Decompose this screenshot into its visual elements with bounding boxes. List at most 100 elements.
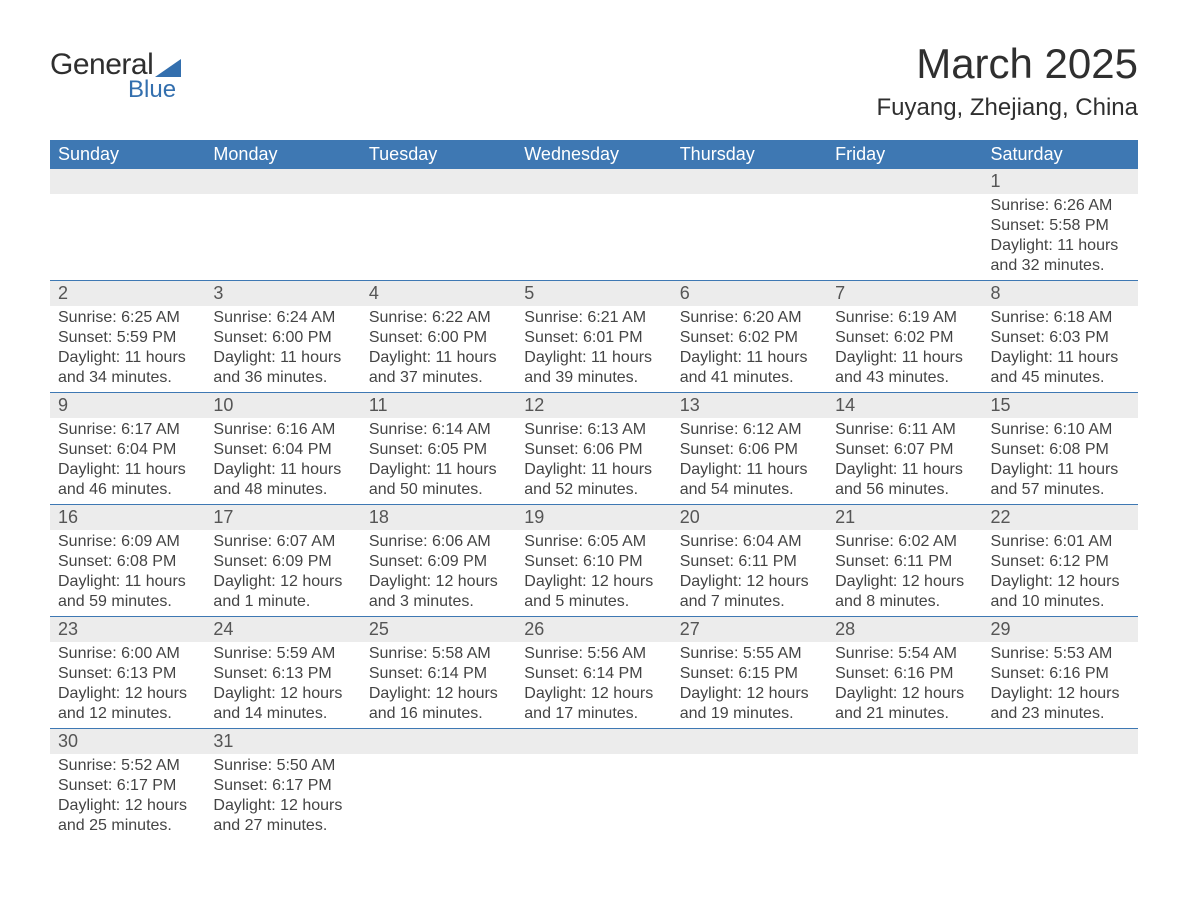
day-sunset: Sunset: 6:02 PM (835, 328, 974, 348)
day-sunrise: Sunrise: 6:00 AM (58, 644, 197, 664)
day-sunset: Sunset: 6:02 PM (680, 328, 819, 348)
day-daylight2: and 50 minutes. (369, 480, 508, 500)
day-body: Sunrise: 6:24 AMSunset: 6:00 PMDaylight:… (205, 306, 360, 392)
day-daylight1: Daylight: 12 hours (835, 572, 974, 592)
day-sunset: Sunset: 6:11 PM (680, 552, 819, 572)
brand-triangle-icon (155, 59, 181, 77)
calendar-day-cell: 23Sunrise: 6:00 AMSunset: 6:13 PMDayligh… (50, 617, 205, 729)
calendar-day-cell: 3Sunrise: 6:24 AMSunset: 6:00 PMDaylight… (205, 281, 360, 393)
day-daylight1: Daylight: 12 hours (835, 684, 974, 704)
day-body: Sunrise: 6:16 AMSunset: 6:04 PMDaylight:… (205, 418, 360, 504)
day-body: Sunrise: 6:10 AMSunset: 6:08 PMDaylight:… (983, 418, 1138, 504)
day-daylight2: and 48 minutes. (213, 480, 352, 500)
day-number: 17 (205, 505, 360, 530)
calendar-day-cell (983, 729, 1138, 841)
day-sunset: Sunset: 6:04 PM (213, 440, 352, 460)
day-sunrise: Sunrise: 5:53 AM (991, 644, 1130, 664)
day-body: Sunrise: 6:21 AMSunset: 6:01 PMDaylight:… (516, 306, 671, 392)
day-daylight2: and 19 minutes. (680, 704, 819, 724)
day-sunset: Sunset: 6:04 PM (58, 440, 197, 460)
day-sunset: Sunset: 6:12 PM (991, 552, 1130, 572)
day-daylight1: Daylight: 11 hours (58, 348, 197, 368)
day-daylight1: Daylight: 12 hours (524, 684, 663, 704)
day-daylight2: and 27 minutes. (213, 816, 352, 836)
day-body: Sunrise: 6:19 AMSunset: 6:02 PMDaylight:… (827, 306, 982, 392)
day-sunset: Sunset: 6:03 PM (991, 328, 1130, 348)
day-daylight2: and 7 minutes. (680, 592, 819, 612)
day-number: 23 (50, 617, 205, 642)
day-sunrise: Sunrise: 6:17 AM (58, 420, 197, 440)
day-daylight1: Daylight: 12 hours (991, 572, 1130, 592)
day-body: Sunrise: 6:11 AMSunset: 6:07 PMDaylight:… (827, 418, 982, 504)
calendar-week-row: 16Sunrise: 6:09 AMSunset: 6:08 PMDayligh… (50, 505, 1138, 617)
day-body: Sunrise: 5:52 AMSunset: 6:17 PMDaylight:… (50, 754, 205, 840)
day-daylight2: and 54 minutes. (680, 480, 819, 500)
calendar-day-cell: 22Sunrise: 6:01 AMSunset: 6:12 PMDayligh… (983, 505, 1138, 617)
day-body: Sunrise: 5:59 AMSunset: 6:13 PMDaylight:… (205, 642, 360, 728)
day-sunrise: Sunrise: 6:26 AM (991, 196, 1130, 216)
calendar-day-cell: 1Sunrise: 6:26 AMSunset: 5:58 PMDaylight… (983, 169, 1138, 281)
calendar-day-cell: 18Sunrise: 6:06 AMSunset: 6:09 PMDayligh… (361, 505, 516, 617)
weekday-header-row: Sunday Monday Tuesday Wednesday Thursday… (50, 140, 1138, 169)
day-daylight1: Daylight: 11 hours (213, 348, 352, 368)
location-subtitle: Fuyang, Zhejiang, China (877, 94, 1139, 122)
day-body: Sunrise: 6:18 AMSunset: 6:03 PMDaylight:… (983, 306, 1138, 392)
day-number: 26 (516, 617, 671, 642)
day-sunset: Sunset: 6:14 PM (524, 664, 663, 684)
day-sunset: Sunset: 6:15 PM (680, 664, 819, 684)
day-sunrise: Sunrise: 6:18 AM (991, 308, 1130, 328)
day-daylight1: Daylight: 11 hours (524, 460, 663, 480)
calendar-day-cell: 12Sunrise: 6:13 AMSunset: 6:06 PMDayligh… (516, 393, 671, 505)
day-number: 2 (50, 281, 205, 306)
day-daylight1: Daylight: 11 hours (680, 348, 819, 368)
day-daylight1: Daylight: 11 hours (524, 348, 663, 368)
day-sunrise: Sunrise: 6:14 AM (369, 420, 508, 440)
day-body: Sunrise: 5:55 AMSunset: 6:15 PMDaylight:… (672, 642, 827, 728)
day-daylight2: and 3 minutes. (369, 592, 508, 612)
calendar-day-cell: 9Sunrise: 6:17 AMSunset: 6:04 PMDaylight… (50, 393, 205, 505)
calendar-day-cell: 26Sunrise: 5:56 AMSunset: 6:14 PMDayligh… (516, 617, 671, 729)
day-sunrise: Sunrise: 6:04 AM (680, 532, 819, 552)
day-sunset: Sunset: 6:16 PM (991, 664, 1130, 684)
day-number: 11 (361, 393, 516, 418)
day-number: 24 (205, 617, 360, 642)
day-sunset: Sunset: 5:59 PM (58, 328, 197, 348)
day-sunset: Sunset: 6:13 PM (58, 664, 197, 684)
day-number: 14 (827, 393, 982, 418)
day-daylight1: Daylight: 11 hours (991, 460, 1130, 480)
day-daylight1: Daylight: 11 hours (991, 348, 1130, 368)
day-number-empty (827, 729, 982, 754)
day-body: Sunrise: 6:09 AMSunset: 6:08 PMDaylight:… (50, 530, 205, 616)
calendar-day-cell: 19Sunrise: 6:05 AMSunset: 6:10 PMDayligh… (516, 505, 671, 617)
calendar-day-cell (672, 729, 827, 841)
day-body: Sunrise: 6:01 AMSunset: 6:12 PMDaylight:… (983, 530, 1138, 616)
calendar-day-cell: 25Sunrise: 5:58 AMSunset: 6:14 PMDayligh… (361, 617, 516, 729)
day-sunrise: Sunrise: 5:56 AM (524, 644, 663, 664)
calendar-day-cell (205, 169, 360, 281)
day-body: Sunrise: 6:22 AMSunset: 6:00 PMDaylight:… (361, 306, 516, 392)
calendar-day-cell: 15Sunrise: 6:10 AMSunset: 6:08 PMDayligh… (983, 393, 1138, 505)
day-daylight2: and 17 minutes. (524, 704, 663, 724)
calendar-day-cell: 2Sunrise: 6:25 AMSunset: 5:59 PMDaylight… (50, 281, 205, 393)
day-daylight2: and 39 minutes. (524, 368, 663, 388)
day-number: 13 (672, 393, 827, 418)
day-sunset: Sunset: 6:09 PM (369, 552, 508, 572)
day-daylight2: and 10 minutes. (991, 592, 1130, 612)
day-sunrise: Sunrise: 6:20 AM (680, 308, 819, 328)
header: General Blue March 2025 Fuyang, Zhejiang… (50, 40, 1138, 122)
day-sunset: Sunset: 6:17 PM (58, 776, 197, 796)
calendar-day-cell (516, 169, 671, 281)
day-sunrise: Sunrise: 6:09 AM (58, 532, 197, 552)
calendar-day-cell: 31Sunrise: 5:50 AMSunset: 6:17 PMDayligh… (205, 729, 360, 841)
day-sunrise: Sunrise: 6:25 AM (58, 308, 197, 328)
calendar-day-cell (50, 169, 205, 281)
day-number: 31 (205, 729, 360, 754)
calendar-week-row: 2Sunrise: 6:25 AMSunset: 5:59 PMDaylight… (50, 281, 1138, 393)
day-daylight1: Daylight: 12 hours (680, 572, 819, 592)
day-daylight2: and 56 minutes. (835, 480, 974, 500)
day-body: Sunrise: 5:54 AMSunset: 6:16 PMDaylight:… (827, 642, 982, 728)
day-body: Sunrise: 5:58 AMSunset: 6:14 PMDaylight:… (361, 642, 516, 728)
day-body-empty (50, 194, 205, 220)
day-daylight1: Daylight: 11 hours (369, 460, 508, 480)
day-body: Sunrise: 6:17 AMSunset: 6:04 PMDaylight:… (50, 418, 205, 504)
